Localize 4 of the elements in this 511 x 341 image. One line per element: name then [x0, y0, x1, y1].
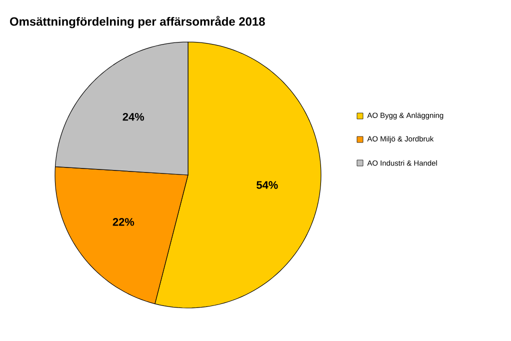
data-label: 24% — [122, 112, 144, 121]
data-label: 54% — [256, 181, 278, 189]
data-label: 22% — [112, 218, 134, 226]
chart-title: Omsättningfördelning per affärsområde 2018 — [10, 16, 265, 28]
